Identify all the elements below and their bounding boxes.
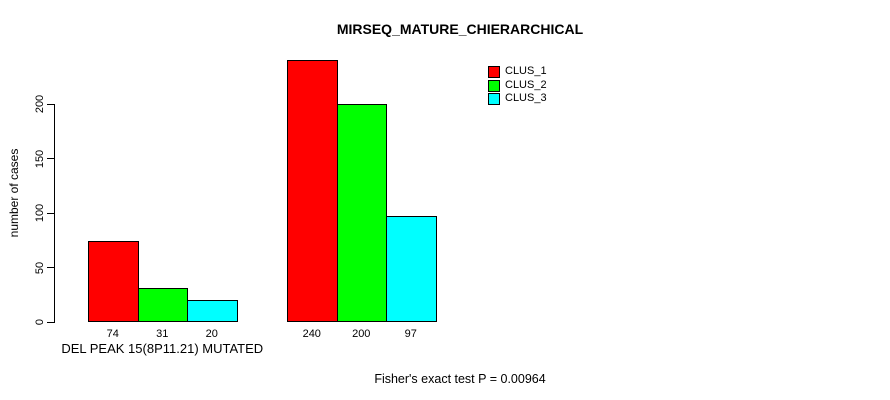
y-axis-tick [47, 158, 54, 159]
y-tick-label: 200 [34, 94, 46, 114]
legend-swatch-clus_3 [488, 93, 500, 105]
chart-title: MIRSEQ_MATURE_CHIERARCHICAL [336, 21, 584, 37]
y-tick-label: 150 [34, 149, 46, 168]
legend-label: CLUS_2 [505, 78, 547, 91]
bar-clus_2-group2 [336, 104, 387, 322]
bar-clus_2-group1 [137, 288, 188, 322]
bar-value-label: 20 [205, 328, 218, 340]
bar-clus_1-group1 [88, 241, 139, 322]
bar-clus_3-group1 [187, 300, 238, 322]
legend-label: CLUS_1 [505, 65, 547, 77]
legend-swatch-clus_1 [488, 66, 500, 78]
bar-value-label: 31 [156, 328, 169, 340]
y-tick-label: 100 [34, 203, 46, 223]
legend-label: CLUS_3 [505, 92, 547, 104]
bar-value-label: 74 [106, 328, 119, 340]
y-tick-label: 50 [34, 261, 46, 274]
bar-clus_3-group2 [386, 216, 437, 322]
fisher-test-annotation: Fisher's exact test P = 0.00964 [374, 372, 546, 386]
y-axis-label: number of cases [7, 148, 21, 238]
legend-swatch-clus_2 [488, 79, 500, 92]
bar-value-label: 200 [352, 328, 371, 340]
y-axis-tick [47, 103, 54, 105]
y-axis-tick [47, 267, 54, 268]
y-axis-tick [47, 212, 54, 214]
bar-clus_1-group2 [287, 60, 338, 322]
x-category-label: DEL PEAK 15(8P11.21) MUTATED [61, 341, 264, 356]
y-tick-label: 0 [34, 318, 46, 326]
bar-value-label: 240 [302, 328, 321, 340]
bar-value-label: 97 [404, 328, 417, 340]
y-axis-line [54, 104, 55, 323]
y-axis-tick [47, 321, 54, 323]
